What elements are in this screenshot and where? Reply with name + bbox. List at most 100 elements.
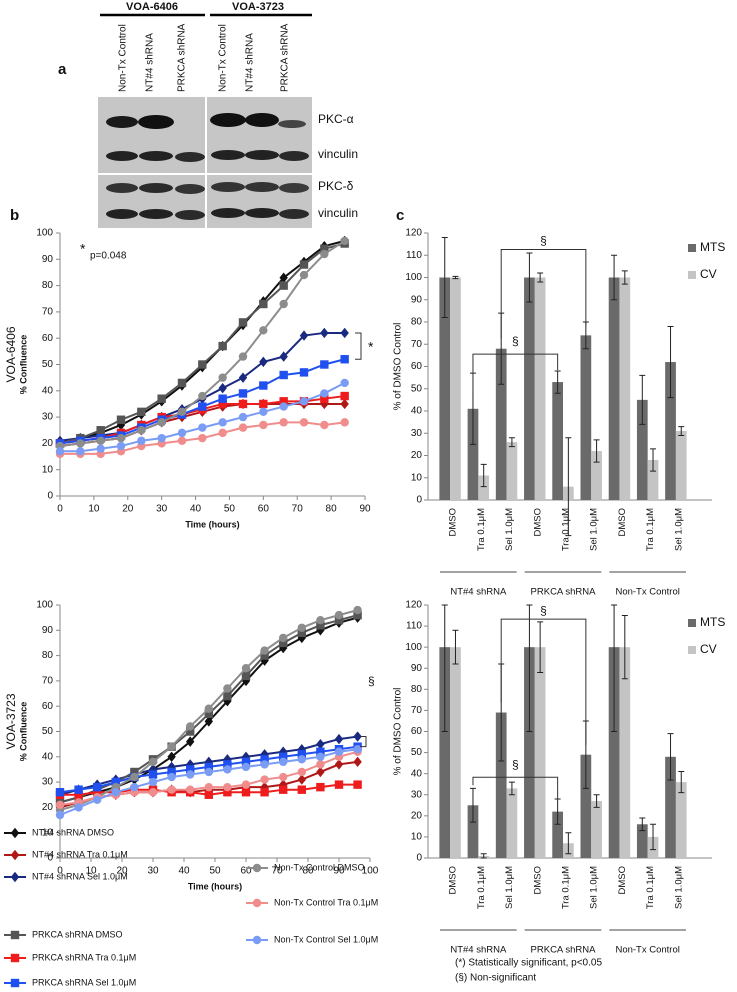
data-point	[241, 751, 251, 762]
data-point	[186, 785, 195, 794]
y-axis-title: % of DMSO Control	[393, 688, 404, 776]
blot-row-label: PKC-δ	[318, 179, 354, 193]
data-point	[238, 352, 248, 361]
data-point	[353, 605, 362, 615]
data-point	[157, 394, 166, 403]
y-tick-label: 100	[36, 600, 53, 611]
y-tick-label: 70	[42, 676, 54, 687]
error-bar	[621, 615, 628, 680]
y-tick-label: 50	[411, 747, 423, 758]
error-bar	[593, 439, 600, 463]
data-point	[299, 397, 309, 406]
y-tick-label: 10	[42, 464, 54, 475]
lane-label: NT#4 shRNA	[245, 33, 256, 92]
error-bar	[526, 604, 533, 732]
x-tick-label: Sel 1.0μM	[504, 508, 515, 551]
x-tick-label: Sel 1.0μM	[589, 866, 600, 909]
data-point	[167, 767, 176, 777]
data-point	[76, 439, 85, 448]
y-tick-label: 50	[42, 359, 54, 370]
data-point	[334, 747, 344, 756]
x-tick-label: 100	[362, 866, 379, 877]
data-point	[316, 752, 325, 761]
y-tick-label: 0	[416, 853, 422, 864]
legend-label: Non-Tx Control DMSO	[274, 862, 365, 872]
data-point	[137, 436, 146, 445]
data-point	[340, 391, 349, 401]
data-point	[148, 788, 158, 797]
data-point	[340, 355, 349, 364]
y-tick-label: 30	[411, 428, 423, 439]
data-point	[297, 623, 306, 632]
blot-image	[98, 97, 312, 228]
data-point	[186, 722, 195, 731]
data-point	[299, 418, 309, 427]
data-point	[320, 360, 329, 369]
legend-label: CV	[700, 267, 717, 281]
bracket	[500, 249, 587, 339]
data-point	[238, 399, 248, 409]
y-tick-label: 120	[405, 228, 422, 239]
error-bar	[565, 832, 572, 855]
data-point	[340, 418, 349, 427]
y-tick-label: 50	[42, 726, 54, 737]
data-point	[116, 441, 126, 451]
blot-row-label: vinculin	[318, 206, 358, 220]
y-tick-label: 100	[36, 228, 53, 239]
group-label: NT#4 shRNA	[450, 587, 507, 598]
data-point	[218, 399, 227, 409]
legend-label: MTS	[700, 240, 725, 254]
y-tick-label: 70	[411, 705, 423, 716]
error-bar	[452, 275, 459, 280]
data-point	[167, 742, 176, 751]
data-point	[157, 418, 166, 427]
legend-marker	[10, 953, 20, 963]
data-point	[316, 747, 325, 756]
error-bar	[678, 426, 685, 436]
legend-marker	[252, 898, 262, 908]
cell-line-header: VOA-6406	[126, 1, 178, 13]
y-tick-label: 30	[42, 412, 54, 423]
data-point	[223, 760, 232, 769]
legend-marker	[10, 849, 20, 861]
data-point	[260, 788, 269, 797]
error-bar	[508, 781, 515, 796]
data-point	[204, 782, 213, 792]
data-point	[223, 782, 232, 792]
data-point	[177, 428, 187, 438]
data-point	[167, 785, 176, 794]
data-point	[316, 621, 325, 630]
bar	[665, 756, 676, 858]
data-point	[340, 378, 349, 388]
cell-line-header: VOA-3723	[232, 1, 284, 13]
legend-swatch	[688, 244, 696, 252]
data-point	[353, 610, 362, 620]
data-point	[320, 394, 329, 403]
data-point	[299, 270, 309, 280]
data-point	[260, 651, 269, 660]
y-tick-label: 100	[405, 642, 422, 653]
data-point	[186, 765, 195, 774]
data-point	[297, 755, 306, 764]
error-bar	[667, 325, 674, 399]
bar	[478, 475, 490, 500]
data-point	[297, 628, 306, 638]
data-point	[279, 638, 288, 648]
data-point	[316, 625, 325, 636]
x-tick-label: Tra 0.1μM	[645, 508, 656, 551]
bar	[665, 362, 676, 500]
legend-label: CV	[700, 642, 717, 656]
error-bar	[639, 817, 646, 832]
legend-marker	[10, 871, 20, 883]
legend-label: PRKCA shRNA Sel 1.0μM	[32, 977, 136, 987]
data-point	[55, 447, 65, 456]
x-tick-label: DMSO	[532, 866, 543, 895]
x-tick-label: Tra 0.1μM	[561, 866, 572, 909]
bar	[552, 382, 563, 500]
y-tick-label: 110	[406, 250, 422, 261]
error-bar	[441, 236, 448, 319]
data-point	[299, 368, 309, 377]
legend-marker	[252, 863, 262, 873]
y-tick-label: 90	[411, 663, 423, 674]
data-point	[55, 800, 65, 810]
